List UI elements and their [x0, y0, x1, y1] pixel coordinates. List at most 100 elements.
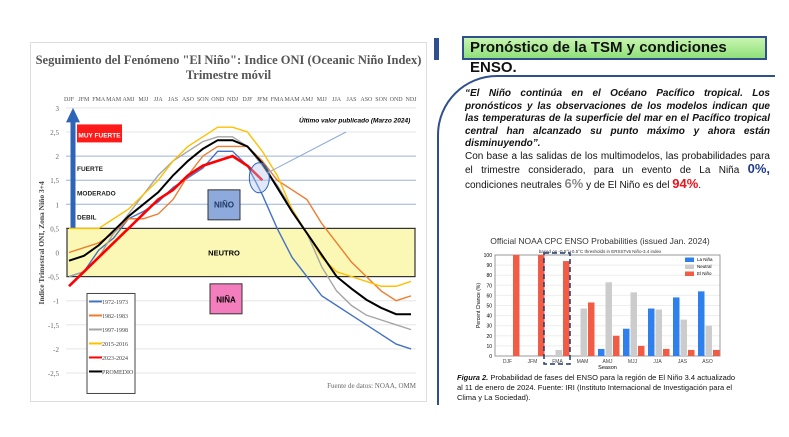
x-tick-label: JAS	[678, 359, 688, 365]
y-tick-label: 90	[486, 263, 492, 269]
annotation-arrow	[267, 131, 347, 174]
x-tick-label: MJJ	[138, 97, 149, 103]
y-tick-label: 60	[486, 293, 492, 299]
x-tick-label: MAM	[285, 97, 301, 103]
legend-label: PROMEDIO	[102, 370, 134, 376]
y-tick-label: 2	[56, 153, 60, 161]
caption-text: Probabilidad de fases del ENSO para la r…	[457, 373, 736, 402]
bar-La Niña-AMJ	[598, 348, 605, 356]
bar-Neutral-ASO	[705, 325, 712, 356]
x-tick-label: JAS	[168, 97, 178, 103]
y-tick-label: 70	[486, 283, 492, 289]
pct-nina: 0%,	[747, 161, 770, 176]
intensity-label: FUERTE	[77, 166, 104, 173]
oni-chart-panel: Seguimiento del Fenómeno "El Niño": Indi…	[30, 42, 427, 402]
bar-La Niña-ASO	[698, 291, 705, 356]
x-tick-label: ASO	[182, 97, 195, 103]
bar-El Niño-JAS	[688, 349, 695, 356]
bar-El Niño-FMA	[563, 261, 570, 356]
text: .	[698, 179, 702, 191]
x-tick-label: NDJ	[227, 97, 239, 103]
x-tick-label: AMJ	[122, 97, 135, 103]
y-tick-label: 2,5	[50, 129, 59, 137]
legend-label: 1972-1973	[102, 300, 128, 306]
series-line-1982-1983	[68, 145, 412, 302]
y-tick-label: 30	[486, 324, 492, 330]
y-tick-label: 0	[56, 250, 60, 258]
pct-nino: 94%	[672, 175, 699, 191]
x-tick-label: AMJ	[603, 359, 614, 365]
bar-La Niña-MJJ	[623, 328, 630, 356]
x-tick-label: ASO	[702, 359, 713, 365]
legend-swatch	[685, 271, 694, 276]
x-tick-label: MAM	[577, 359, 589, 365]
legend-swatch	[685, 264, 694, 269]
x-tick-label: MJJ	[628, 359, 638, 365]
x-tick-label: OND	[211, 97, 225, 103]
text: y de El Niño es del	[583, 179, 673, 191]
bar-Neutral-JAS	[680, 319, 687, 356]
x-tick-label: AMJ	[301, 97, 314, 103]
x-tick-label: NDJ	[406, 97, 418, 103]
bar-El Niño-DJF	[513, 255, 520, 356]
text: condiciones neutrales	[465, 179, 565, 191]
bar-Neutral-MJJ	[630, 292, 637, 356]
bar-chart-subtitle: based on -0.5°/+0.5°C thresholds in ERSS…	[539, 249, 662, 254]
y-tick-label: 20	[486, 334, 492, 340]
nino-box	[207, 189, 241, 221]
y-tick-label: 10	[486, 344, 492, 350]
muy-fuerte-badge	[77, 124, 122, 143]
bar-El Niño-JJA	[663, 348, 670, 356]
pct-neutral: 6%	[564, 175, 584, 191]
nino-label: NIÑO	[214, 200, 234, 209]
nina-label: NIÑA	[216, 296, 236, 305]
intensity-label: MODERADO	[77, 190, 116, 197]
y-tick-label: 50	[486, 304, 492, 310]
bar-El Niño-MJJ	[638, 345, 645, 356]
x-tick-label: DJF	[64, 97, 75, 103]
bar-El Niño-ASO	[713, 349, 720, 356]
chart-title: Seguimiento del Fenómeno "El Niño": Indi…	[35, 53, 422, 67]
bar-Neutral-AMJ	[605, 282, 612, 356]
neutro-label: NEUTRO	[208, 249, 240, 258]
legend-label: 1982-1983	[102, 314, 128, 320]
series-line-2023-2024	[68, 154, 264, 288]
caption-label: Figura 2.	[457, 373, 489, 382]
x-tick-label: SON	[375, 97, 388, 103]
y-tick-label: -2	[53, 346, 59, 354]
x-tick-label: JAS	[347, 97, 357, 103]
chart-subtitle: Trimestre móvil	[185, 68, 272, 82]
x-tick-label: FMA	[271, 97, 285, 103]
y-tick-label: -0,5	[48, 274, 60, 282]
y-tick-label: 1,5	[50, 177, 59, 185]
y-tick-label: -2,5	[48, 370, 60, 378]
annotation-label: Último valor publicado (Marzo 2024)	[299, 115, 410, 124]
x-tick-label: MAM	[106, 97, 122, 103]
series-line-1997-1998	[68, 136, 412, 331]
enso-probability-bar-chart: Official NOAA CPC ENSO Probabilities (is…	[476, 236, 721, 371]
legend-label: El Niño	[697, 271, 712, 276]
bar-chart-title: Official NOAA CPC ENSO Probabilities (is…	[490, 236, 710, 246]
content-panel	[437, 75, 775, 405]
text: Con base a las salidas de los multimodel…	[465, 150, 770, 177]
x-tick-label: DJF	[503, 359, 512, 365]
x-axis-label: Season	[598, 365, 617, 371]
neutral-zone	[66, 227, 416, 278]
x-tick-label: OND	[390, 97, 404, 103]
noaa-quote: “El Niño continúa en el Océano Pacífico …	[465, 88, 770, 149]
bar-Neutral-MAM	[580, 308, 587, 356]
arrow-head-icon	[66, 107, 80, 123]
y-tick-label: 40	[486, 314, 492, 320]
last-value-highlight	[248, 162, 270, 194]
y-axis-label: Percent Chance (%)	[476, 283, 482, 328]
slide-number-marker	[434, 38, 439, 60]
x-tick-label: JFM	[78, 97, 90, 103]
y-tick-label: 1	[56, 201, 60, 209]
x-tick-label: JFM	[257, 97, 269, 103]
series-line-PROMEDIO	[68, 139, 412, 316]
y-tick-label: 80	[486, 273, 492, 279]
x-tick-label: FMA	[92, 97, 106, 103]
bar-La Niña-JJA	[648, 308, 655, 356]
bar-Neutral-JJA	[655, 309, 662, 356]
